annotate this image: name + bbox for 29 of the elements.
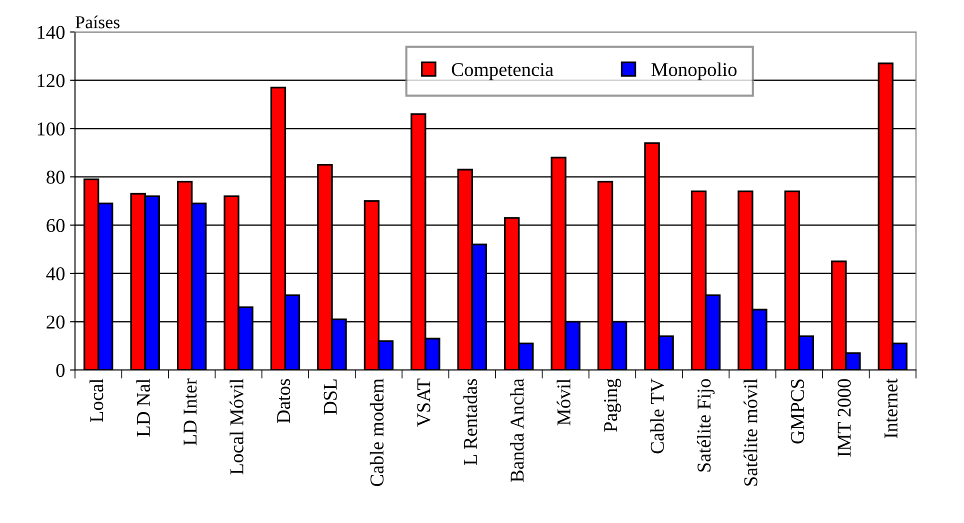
legend-label: Monopolio [651, 62, 737, 80]
x-tick-label: Satélite Fijo [696, 379, 715, 472]
y-tick-label: 60 [46, 218, 65, 232]
x-tick-label: GMPCS [790, 380, 804, 444]
y-tick-label: 40 [46, 267, 65, 280]
y-tick-label: 80 [46, 170, 65, 184]
x-tick-label: Cable TV [650, 378, 664, 454]
x-tick-label: Local Móvil [230, 378, 244, 474]
x-tick-label: Cable modem [370, 378, 384, 486]
x-tick-label: L Rentadas [463, 379, 478, 466]
x-tick-label: Paging [604, 378, 622, 432]
y-axis-title: Países [76, 16, 120, 28]
legend-label: Competencia [452, 63, 554, 80]
x-tick-label: Datos [277, 379, 290, 424]
x-tick-label: Móvil [556, 378, 570, 426]
x-tick-label: VSAT [417, 378, 430, 427]
y-tick-label: 120 [38, 74, 65, 88]
x-tick-label: LD Nal [136, 378, 150, 437]
x-tick-label: Local [90, 378, 104, 422]
x-tick-label: DSL [324, 380, 337, 415]
x-tick-label: Satélite móvil [744, 378, 758, 486]
y-tick-label: 20 [46, 316, 65, 329]
x-tick-label: LD Inter [184, 378, 197, 446]
y-tick-label: 140 [38, 26, 65, 39]
x-tick-label: Internet [884, 378, 898, 438]
y-tick-label: 100 [38, 122, 65, 136]
x-tick-label: IMT 2000 [838, 379, 851, 457]
y-tick-label: 0 [56, 364, 65, 377]
x-tick-label: Banda Ancha [510, 378, 524, 482]
